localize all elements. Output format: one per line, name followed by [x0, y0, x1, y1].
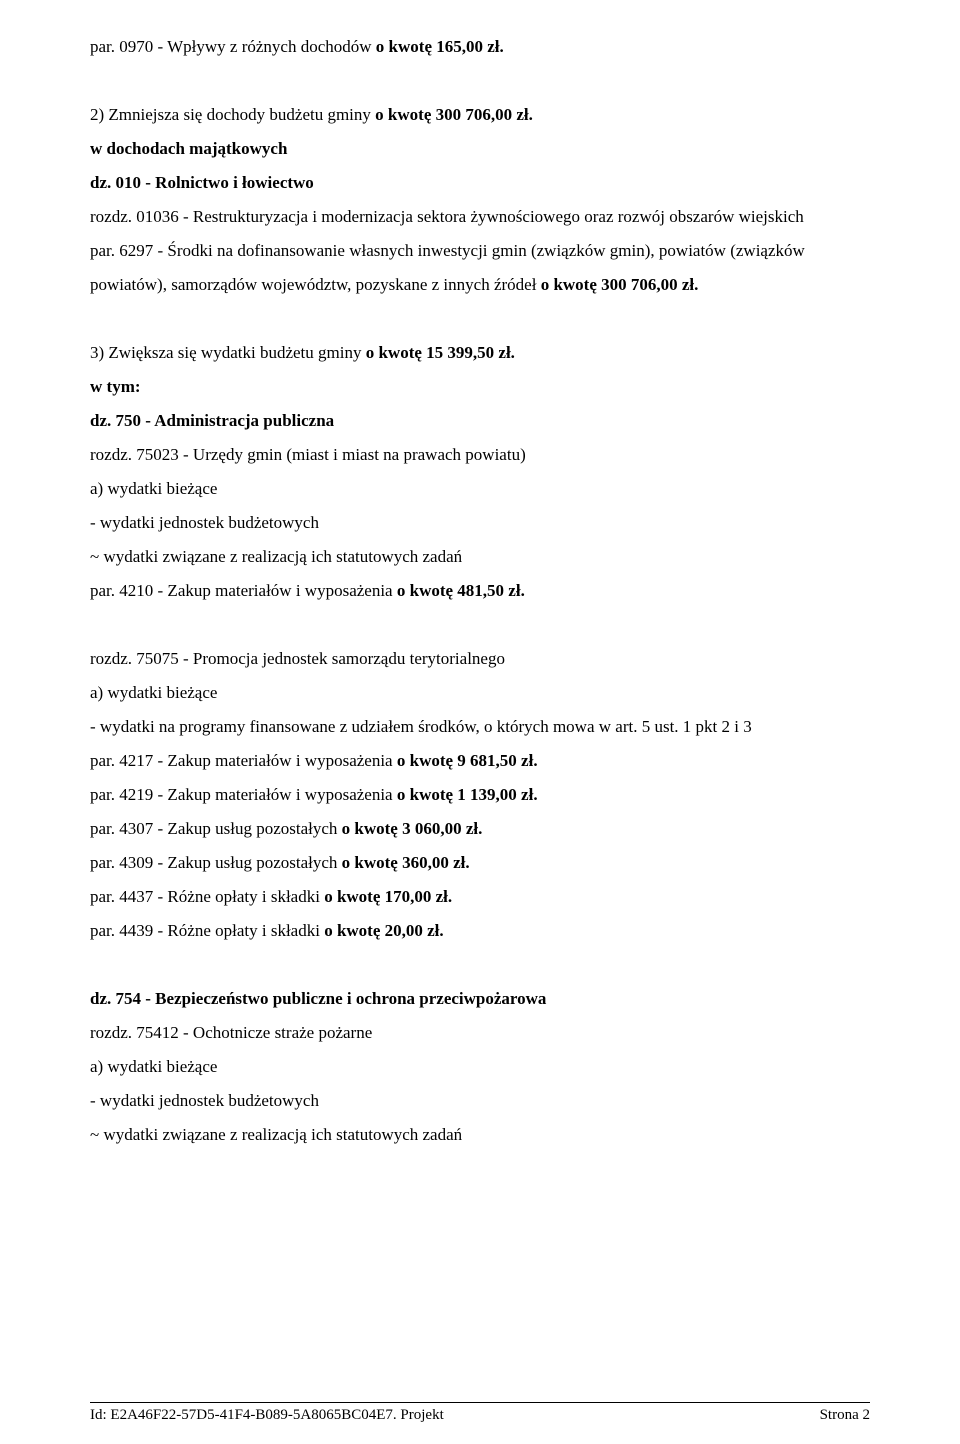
text: par. 4437 - Różne opłaty i składki: [90, 887, 324, 906]
page-footer: Id: E2A46F22-57D5-41F4-B089-5A8065BC04E7…: [0, 1402, 960, 1444]
text-line: rozdz. 75023 - Urzędy gmin (miast i mias…: [90, 438, 870, 472]
text-line: par. 4307 - Zakup usług pozostałych o kw…: [90, 812, 870, 846]
footer-id: Id: E2A46F22-57D5-41F4-B089-5A8065BC04E7…: [90, 1407, 444, 1424]
text-line: w tym:: [90, 370, 870, 404]
paragraph-block: 3) Zwiększa się wydatki budżetu gminy o …: [90, 336, 870, 608]
text: par. 0970 - Wpływy z różnych dochodów: [90, 37, 376, 56]
text: par. 4217 - Zakup materiałów i wyposażen…: [90, 751, 397, 770]
text-line: ~ wydatki związane z realizacją ich stat…: [90, 540, 870, 574]
text-line: rozdz. 75412 - Ochotnicze straże pożarne: [90, 1016, 870, 1050]
paragraph-block: dz. 754 - Bezpieczeństwo publiczne i och…: [90, 982, 870, 1152]
text-line: a) wydatki bieżące: [90, 472, 870, 506]
text-line: rozdz. 01036 - Restrukturyzacja i modern…: [90, 200, 870, 234]
text-line: dz. 754 - Bezpieczeństwo publiczne i och…: [90, 982, 870, 1016]
text-line: ~ wydatki związane z realizacją ich stat…: [90, 1118, 870, 1152]
text-bold: o kwotę 300 706,00 zł.: [541, 275, 699, 294]
text-line: - wydatki jednostek budżetowych: [90, 1084, 870, 1118]
text: par. 4309 - Zakup usług pozostałych: [90, 853, 342, 872]
text-line: par. 0970 - Wpływy z różnych dochodów o …: [90, 30, 870, 64]
text-bold: o kwotę 165,00 zł.: [376, 37, 504, 56]
text-bold: o kwotę 20,00 zł.: [324, 921, 443, 940]
text-bold: o kwotę 15 399,50 zł.: [366, 343, 515, 362]
text-bold: o kwotę 1 139,00 zł.: [397, 785, 538, 804]
text-line: a) wydatki bieżące: [90, 1050, 870, 1084]
text-bold: o kwotę 360,00 zł.: [342, 853, 470, 872]
text-line: par. 4309 - Zakup usług pozostałych o kw…: [90, 846, 870, 880]
paragraph-block: par. 0970 - Wpływy z różnych dochodów o …: [90, 30, 870, 64]
text-bold: o kwotę 170,00 zł.: [324, 887, 452, 906]
text-line: rozdz. 75075 - Promocja jednostek samorz…: [90, 642, 870, 676]
text-line: 2) Zmniejsza się dochody budżetu gminy o…: [90, 98, 870, 132]
paragraph-block: 2) Zmniejsza się dochody budżetu gminy o…: [90, 98, 870, 302]
footer-divider: [90, 1402, 870, 1403]
text: par. 4439 - Różne opłaty i składki: [90, 921, 324, 940]
text-line: dz. 010 - Rolnictwo i łowiectwo: [90, 166, 870, 200]
text-bold: o kwotę 3 060,00 zł.: [342, 819, 483, 838]
page-content: par. 0970 - Wpływy z różnych dochodów o …: [0, 0, 960, 1152]
text-line: par. 4219 - Zakup materiałów i wyposażen…: [90, 778, 870, 812]
text-line: 3) Zwiększa się wydatki budżetu gminy o …: [90, 336, 870, 370]
text: par. 4219 - Zakup materiałów i wyposażen…: [90, 785, 397, 804]
text: 2) Zmniejsza się dochody budżetu gminy: [90, 105, 375, 124]
text-bold: o kwotę 300 706,00 zł.: [375, 105, 533, 124]
text-line: - wydatki na programy finansowane z udzi…: [90, 710, 870, 744]
footer-row: Id: E2A46F22-57D5-41F4-B089-5A8065BC04E7…: [90, 1407, 870, 1424]
text-line: par. 4437 - Różne opłaty i składki o kwo…: [90, 880, 870, 914]
text-line: dz. 750 - Administracja publiczna: [90, 404, 870, 438]
text-line: par. 4217 - Zakup materiałów i wyposażen…: [90, 744, 870, 778]
text-line: a) wydatki bieżące: [90, 676, 870, 710]
text-line: par. 4439 - Różne opłaty i składki o kwo…: [90, 914, 870, 948]
text-line: par. 4210 - Zakup materiałów i wyposażen…: [90, 574, 870, 608]
text: 3) Zwiększa się wydatki budżetu gminy: [90, 343, 366, 362]
text-line: w dochodach majątkowych: [90, 132, 870, 166]
text-bold: o kwotę 481,50 zł.: [397, 581, 525, 600]
text: par. 4307 - Zakup usług pozostałych: [90, 819, 342, 838]
text-bold: o kwotę 9 681,50 zł.: [397, 751, 538, 770]
text-line: par. 6297 - Środki na dofinansowanie wła…: [90, 234, 870, 302]
text-line: - wydatki jednostek budżetowych: [90, 506, 870, 540]
text: par. 4210 - Zakup materiałów i wyposażen…: [90, 581, 397, 600]
paragraph-block: rozdz. 75075 - Promocja jednostek samorz…: [90, 642, 870, 948]
footer-page-number: Strona 2: [820, 1407, 870, 1424]
